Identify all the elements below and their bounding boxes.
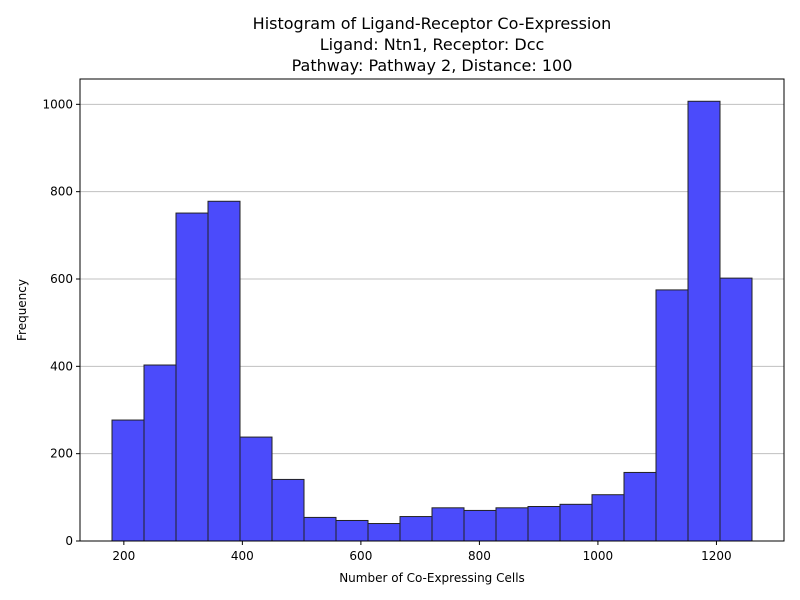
histogram-bar-16 bbox=[623, 471, 657, 542]
x-tick-label-4: 1000 bbox=[583, 549, 614, 563]
y-tick-label-1: 200 bbox=[50, 447, 73, 461]
y-tick-label-2: 400 bbox=[50, 359, 73, 373]
x-tick-label-1: 400 bbox=[231, 549, 254, 563]
histogram-bar-12 bbox=[495, 507, 529, 542]
histogram-bar-2 bbox=[175, 212, 209, 542]
title-line-3: Pathway: Pathway 2, Distance: 100 bbox=[292, 56, 573, 75]
histogram-bar-18 bbox=[687, 100, 721, 542]
histogram-bar-19 bbox=[719, 277, 753, 542]
title-line-1: Histogram of Ligand-Receptor Co-Expressi… bbox=[253, 14, 612, 33]
y-axis-label: Frequency bbox=[15, 279, 29, 341]
x-axis-ticks: 200 400 600 800 1000 1200 bbox=[112, 541, 732, 563]
y-tick-label-0: 0 bbox=[65, 534, 73, 548]
y-tick-label-4: 800 bbox=[50, 185, 73, 199]
histogram-bar-9 bbox=[399, 516, 433, 542]
histogram-bar-8 bbox=[367, 523, 401, 542]
histogram-bar-1 bbox=[143, 364, 177, 542]
plot-area-frame bbox=[79, 78, 785, 542]
x-tick-label-0: 200 bbox=[112, 549, 135, 563]
histogram-bars bbox=[111, 100, 753, 542]
histogram-bar-10 bbox=[431, 507, 465, 542]
histogram-bar-7 bbox=[335, 519, 369, 542]
histogram-bar-13 bbox=[527, 506, 561, 542]
histogram-bar-5 bbox=[271, 478, 305, 542]
title-line-2: Ligand: Ntn1, Receptor: Dcc bbox=[320, 35, 545, 54]
histogram-bar-0 bbox=[111, 419, 145, 542]
y-tick-label-5: 1000 bbox=[42, 97, 73, 111]
histogram-bar-15 bbox=[591, 494, 625, 542]
histogram-bar-4 bbox=[239, 436, 273, 542]
x-axis-label: Number of Co-Expressing Cells bbox=[339, 571, 525, 585]
x-tick-label-5: 1200 bbox=[701, 549, 732, 563]
x-tick-label-2: 600 bbox=[349, 549, 372, 563]
y-axis-ticks: 0 200 400 600 800 1000 bbox=[42, 97, 80, 548]
y-tick-label-3: 600 bbox=[50, 272, 73, 286]
histogram-bar-11 bbox=[463, 509, 497, 542]
histogram-bar-3 bbox=[207, 200, 241, 542]
chart-title: Histogram of Ligand-Receptor Co-Expressi… bbox=[253, 14, 612, 75]
histogram-bar-17 bbox=[655, 289, 689, 542]
x-tick-label-3: 800 bbox=[468, 549, 491, 563]
histogram-bar-6 bbox=[303, 516, 337, 542]
histogram-bar-14 bbox=[559, 503, 593, 542]
